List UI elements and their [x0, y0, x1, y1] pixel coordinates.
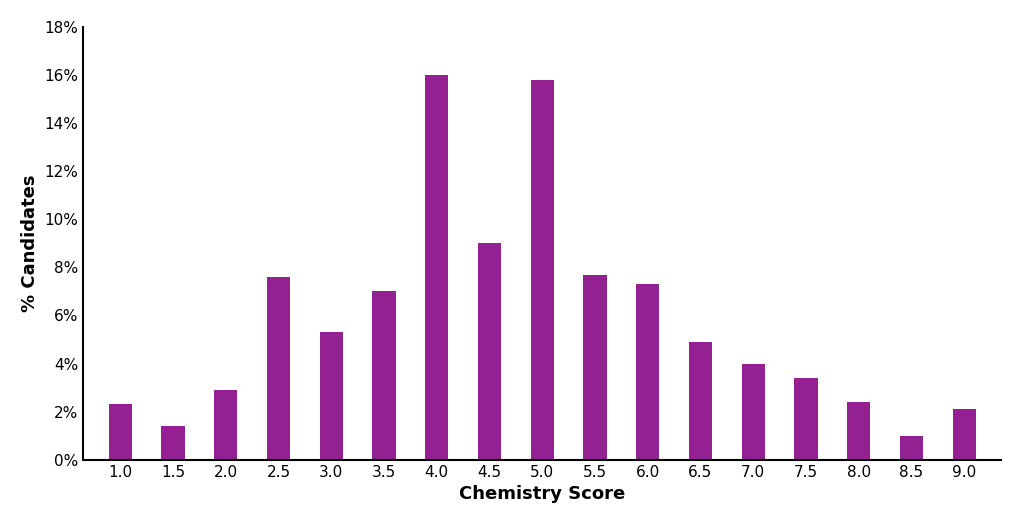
- Bar: [530, 80, 554, 460]
- Bar: [214, 390, 237, 460]
- Bar: [267, 277, 290, 460]
- Bar: [320, 332, 342, 460]
- Bar: [636, 284, 659, 460]
- X-axis label: Chemistry Score: Chemistry Score: [459, 485, 625, 503]
- Bar: [478, 243, 501, 460]
- Bar: [161, 426, 185, 460]
- Y-axis label: % Candidates: % Candidates: [20, 174, 39, 312]
- Bar: [689, 342, 712, 460]
- Bar: [425, 75, 449, 460]
- Bar: [953, 409, 976, 460]
- Bar: [742, 364, 764, 460]
- Bar: [847, 402, 871, 460]
- Bar: [372, 291, 396, 460]
- Bar: [108, 405, 132, 460]
- Bar: [900, 435, 923, 460]
- Bar: [584, 275, 607, 460]
- Bar: [794, 378, 818, 460]
